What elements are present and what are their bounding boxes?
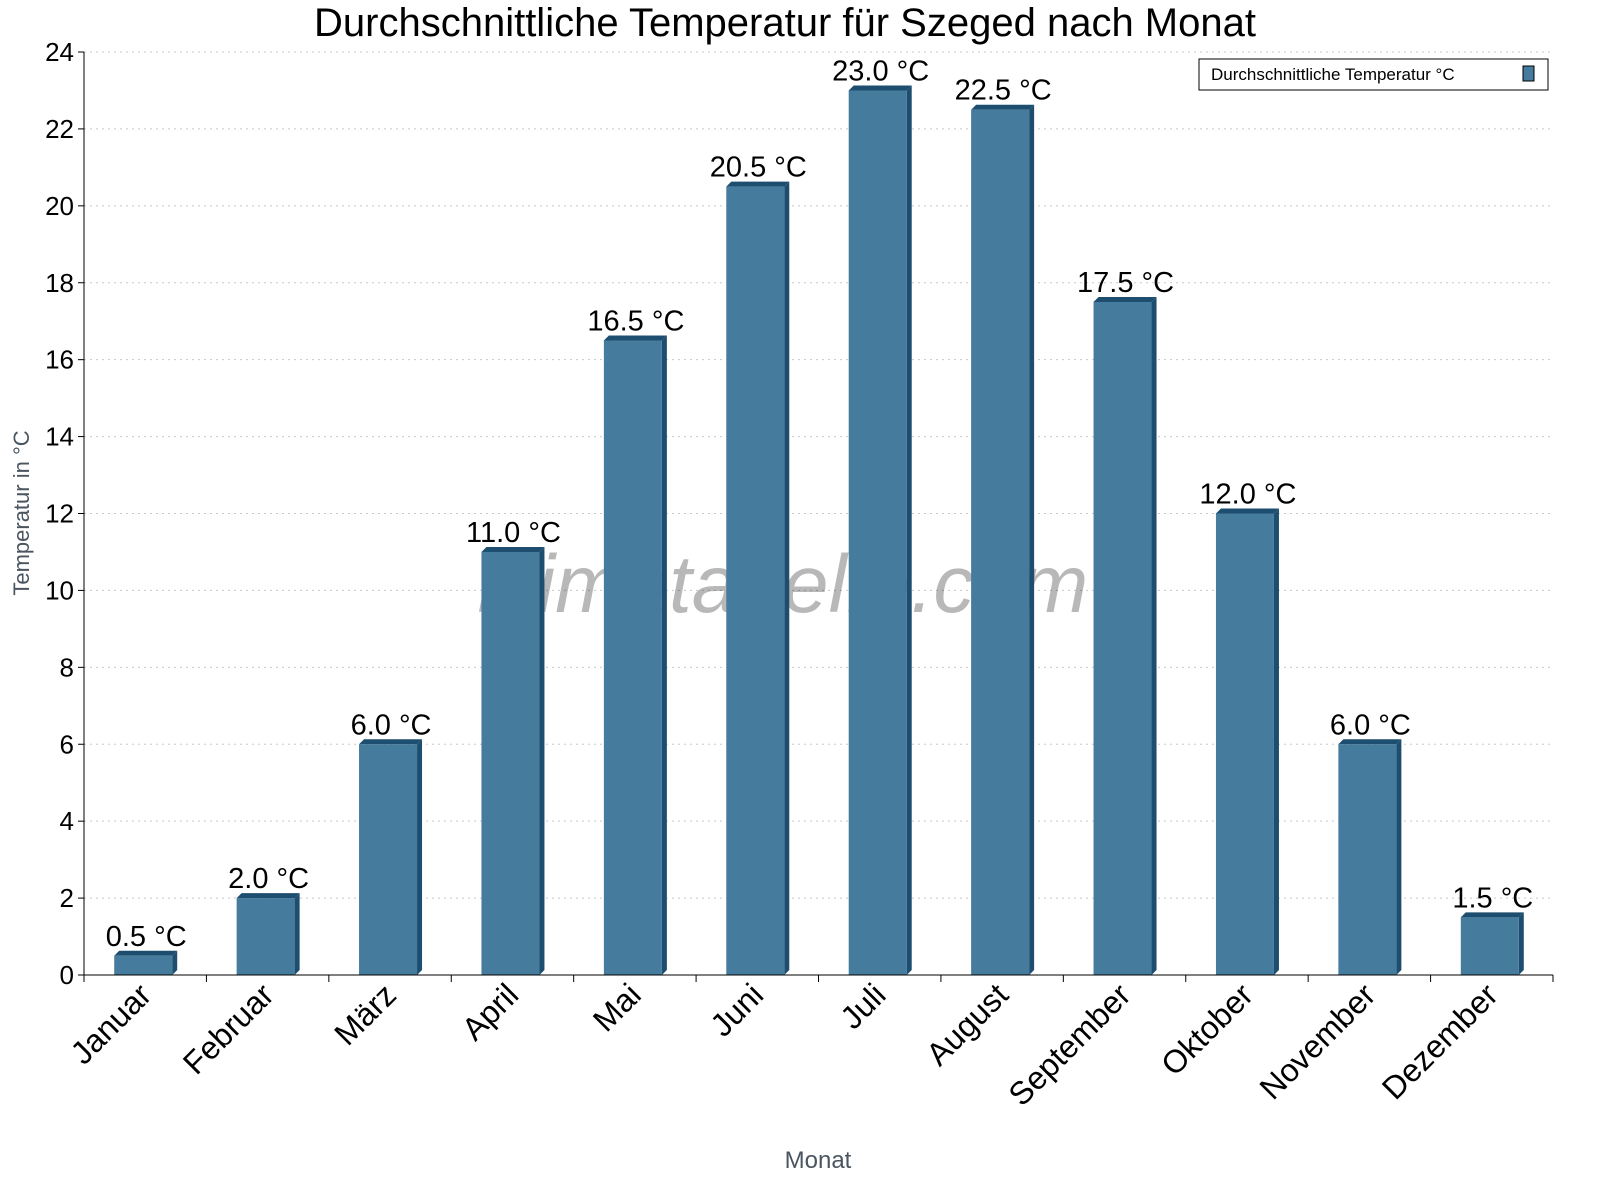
bar-side <box>294 893 300 975</box>
y-tick-label: 20 <box>45 191 74 221</box>
data-label: 6.0 °C <box>1330 709 1411 741</box>
y-tick-label: 14 <box>45 422 74 452</box>
y-tick-label: 16 <box>45 345 74 375</box>
bar <box>481 551 540 975</box>
x-tick-label: Juni <box>703 976 770 1043</box>
y-tick-label: 24 <box>45 37 74 67</box>
y-tick-label: 0 <box>60 960 74 990</box>
bar-side <box>539 546 545 975</box>
y-tick-label: 12 <box>45 499 74 529</box>
data-label: 6.0 °C <box>351 709 432 741</box>
bar-side <box>417 739 423 975</box>
bar-side <box>661 335 667 975</box>
data-label: 23.0 °C <box>832 55 929 87</box>
data-label: 0.5 °C <box>106 921 187 953</box>
x-tick-label: August <box>919 976 1015 1072</box>
bar-side <box>1396 739 1402 975</box>
x-tick-label: März <box>327 976 403 1052</box>
data-label: 22.5 °C <box>955 75 1052 107</box>
bar-top <box>848 85 912 91</box>
bar-top <box>726 181 790 187</box>
bar-side <box>172 950 178 975</box>
data-label: 16.5 °C <box>587 305 684 337</box>
bar-top <box>971 104 1035 110</box>
y-tick-label: 6 <box>60 729 74 759</box>
x-tick-label: November <box>1252 976 1382 1106</box>
bar-top <box>1338 739 1402 745</box>
bar <box>1460 917 1519 975</box>
bar-top <box>1215 508 1279 514</box>
data-label: 11.0 °C <box>466 517 561 549</box>
bars: 0.5 °C 2.0 °C 6.0 °C 11.0 °C 16.5 °C 20.5 °C 2… <box>106 55 1533 976</box>
legend-swatch <box>1522 65 1535 82</box>
bar <box>114 955 173 975</box>
bar <box>359 744 418 975</box>
y-tick-label: 8 <box>60 652 74 682</box>
bar-side <box>1029 104 1035 975</box>
data-label: 12.0 °C <box>1199 479 1296 511</box>
x-tick-label: Mai <box>586 976 648 1038</box>
x-tick-label: Februar <box>176 976 281 1081</box>
gridlines <box>84 51 1553 899</box>
legend: Durchschnittliche Temperatur °C <box>1198 58 1549 91</box>
x-tick-label: September <box>1001 976 1137 1112</box>
data-label: 2.0 °C <box>228 863 309 895</box>
bar-top <box>481 546 545 552</box>
data-label: 17.5 °C <box>1077 267 1174 299</box>
bar <box>971 109 1030 975</box>
bar-top <box>236 893 300 899</box>
x-axis-label: Monat <box>785 1147 852 1174</box>
bar <box>236 898 295 975</box>
bar-top <box>603 335 667 341</box>
bar-side <box>1151 296 1157 976</box>
y-tick-label: 4 <box>60 806 74 836</box>
bar-top <box>1460 912 1524 918</box>
y-tick-label: 10 <box>45 575 74 605</box>
bar-top <box>359 739 423 745</box>
y-tick-label: 18 <box>45 268 74 298</box>
bar-top <box>1093 296 1157 302</box>
x-tick-label: April <box>455 976 526 1047</box>
x-tick-label: Oktober <box>1154 976 1260 1082</box>
y-axis-label: Temperatur in °C <box>9 430 34 595</box>
data-label: 1.5 °C <box>1452 882 1533 914</box>
bar <box>726 186 785 975</box>
bar <box>1093 301 1152 976</box>
bar <box>1338 744 1397 975</box>
bar-top <box>114 950 178 956</box>
data-label: 20.5 °C <box>710 152 807 184</box>
bar <box>603 340 662 975</box>
y-tick-label: 22 <box>45 114 74 144</box>
chart-title: Durchschnittliche Temperatur für Szeged … <box>314 1 1256 45</box>
y-tick-label: 2 <box>60 883 74 913</box>
bar-side <box>906 85 912 976</box>
x-tick-label: Dezember <box>1375 976 1505 1106</box>
legend-label: Durchschnittliche Temperatur °C <box>1211 65 1455 84</box>
x-tick-label: Juli <box>833 976 892 1035</box>
bar <box>848 90 907 976</box>
bar-side <box>1273 508 1279 975</box>
bar <box>1215 513 1274 975</box>
bar-side <box>1518 912 1524 975</box>
x-tick-label: Januar <box>64 976 159 1071</box>
bar-side <box>784 181 790 975</box>
